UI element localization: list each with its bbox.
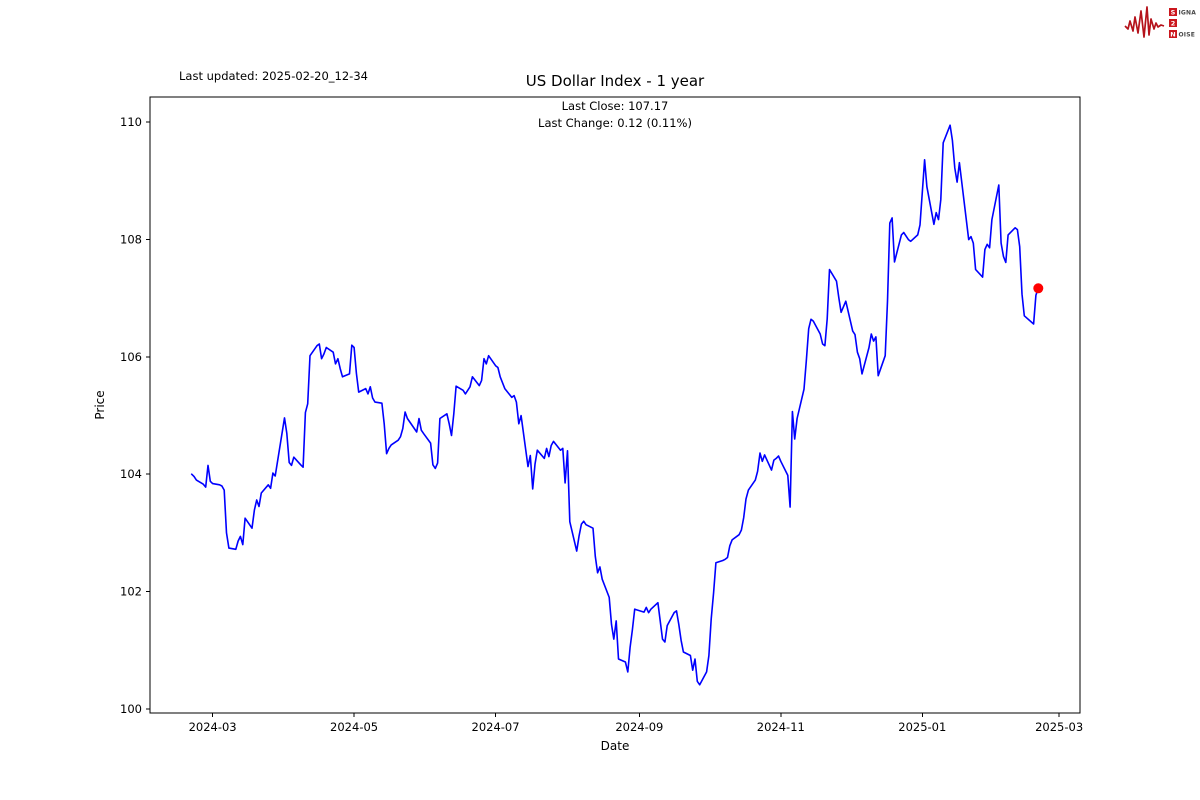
y-tick-label: 100: [120, 702, 142, 716]
price-line: [190, 124, 1040, 686]
x-tick-label: 2024-11: [757, 720, 805, 734]
y-tick-label: 102: [120, 585, 142, 599]
last-point-marker: [1033, 283, 1044, 294]
x-tick-label: 2025-03: [1035, 720, 1083, 734]
x-tick-label: 2025-01: [898, 720, 946, 734]
logo-word-rest: OISE: [1179, 32, 1196, 39]
logo-boxed-letter: N: [1170, 31, 1175, 39]
signal2noise-logo: SIGNAL2 N OISE: [1124, 6, 1196, 39]
x-axis-label: Date: [600, 739, 630, 753]
y-tick-label: 106: [120, 350, 142, 364]
y-tick-label: 108: [120, 233, 142, 247]
heartbeat-wave-icon: [1124, 6, 1165, 38]
y-tick-label: 104: [120, 467, 142, 481]
x-tick-label: 2024-09: [615, 720, 663, 734]
last-updated-text: Last updated: 2025-02-20_12-34: [179, 69, 368, 83]
x-tick-label: 2024-05: [330, 720, 378, 734]
logo-letter-box: [1169, 30, 1177, 38]
logo-text: SIGNAL2 N OISE: [1169, 8, 1196, 39]
logo-letter-box: [1169, 8, 1177, 16]
subtitle-last-close: Last Close: 107.17: [561, 99, 669, 113]
plot-frame: [149, 96, 1081, 714]
logo-boxed-letter: S: [1171, 9, 1176, 17]
x-tick-label: 2024-03: [189, 720, 237, 734]
logo-letter-box: [1169, 19, 1177, 27]
chart-title: US Dollar Index - 1 year: [525, 72, 705, 90]
logo-boxed-letter: 2: [1171, 20, 1176, 28]
logo-word-rest: IGNAL: [1179, 10, 1197, 17]
y-tick-label: 110: [120, 115, 142, 129]
subtitle-last-change: Last Change: 0.12 (0.11%): [538, 116, 692, 130]
axis-ticks: 100 102 104 106 108 110 2024-03 2024-05 2024-07 2…: [120, 115, 1083, 734]
x-tick-label: 2024-07: [472, 720, 520, 734]
